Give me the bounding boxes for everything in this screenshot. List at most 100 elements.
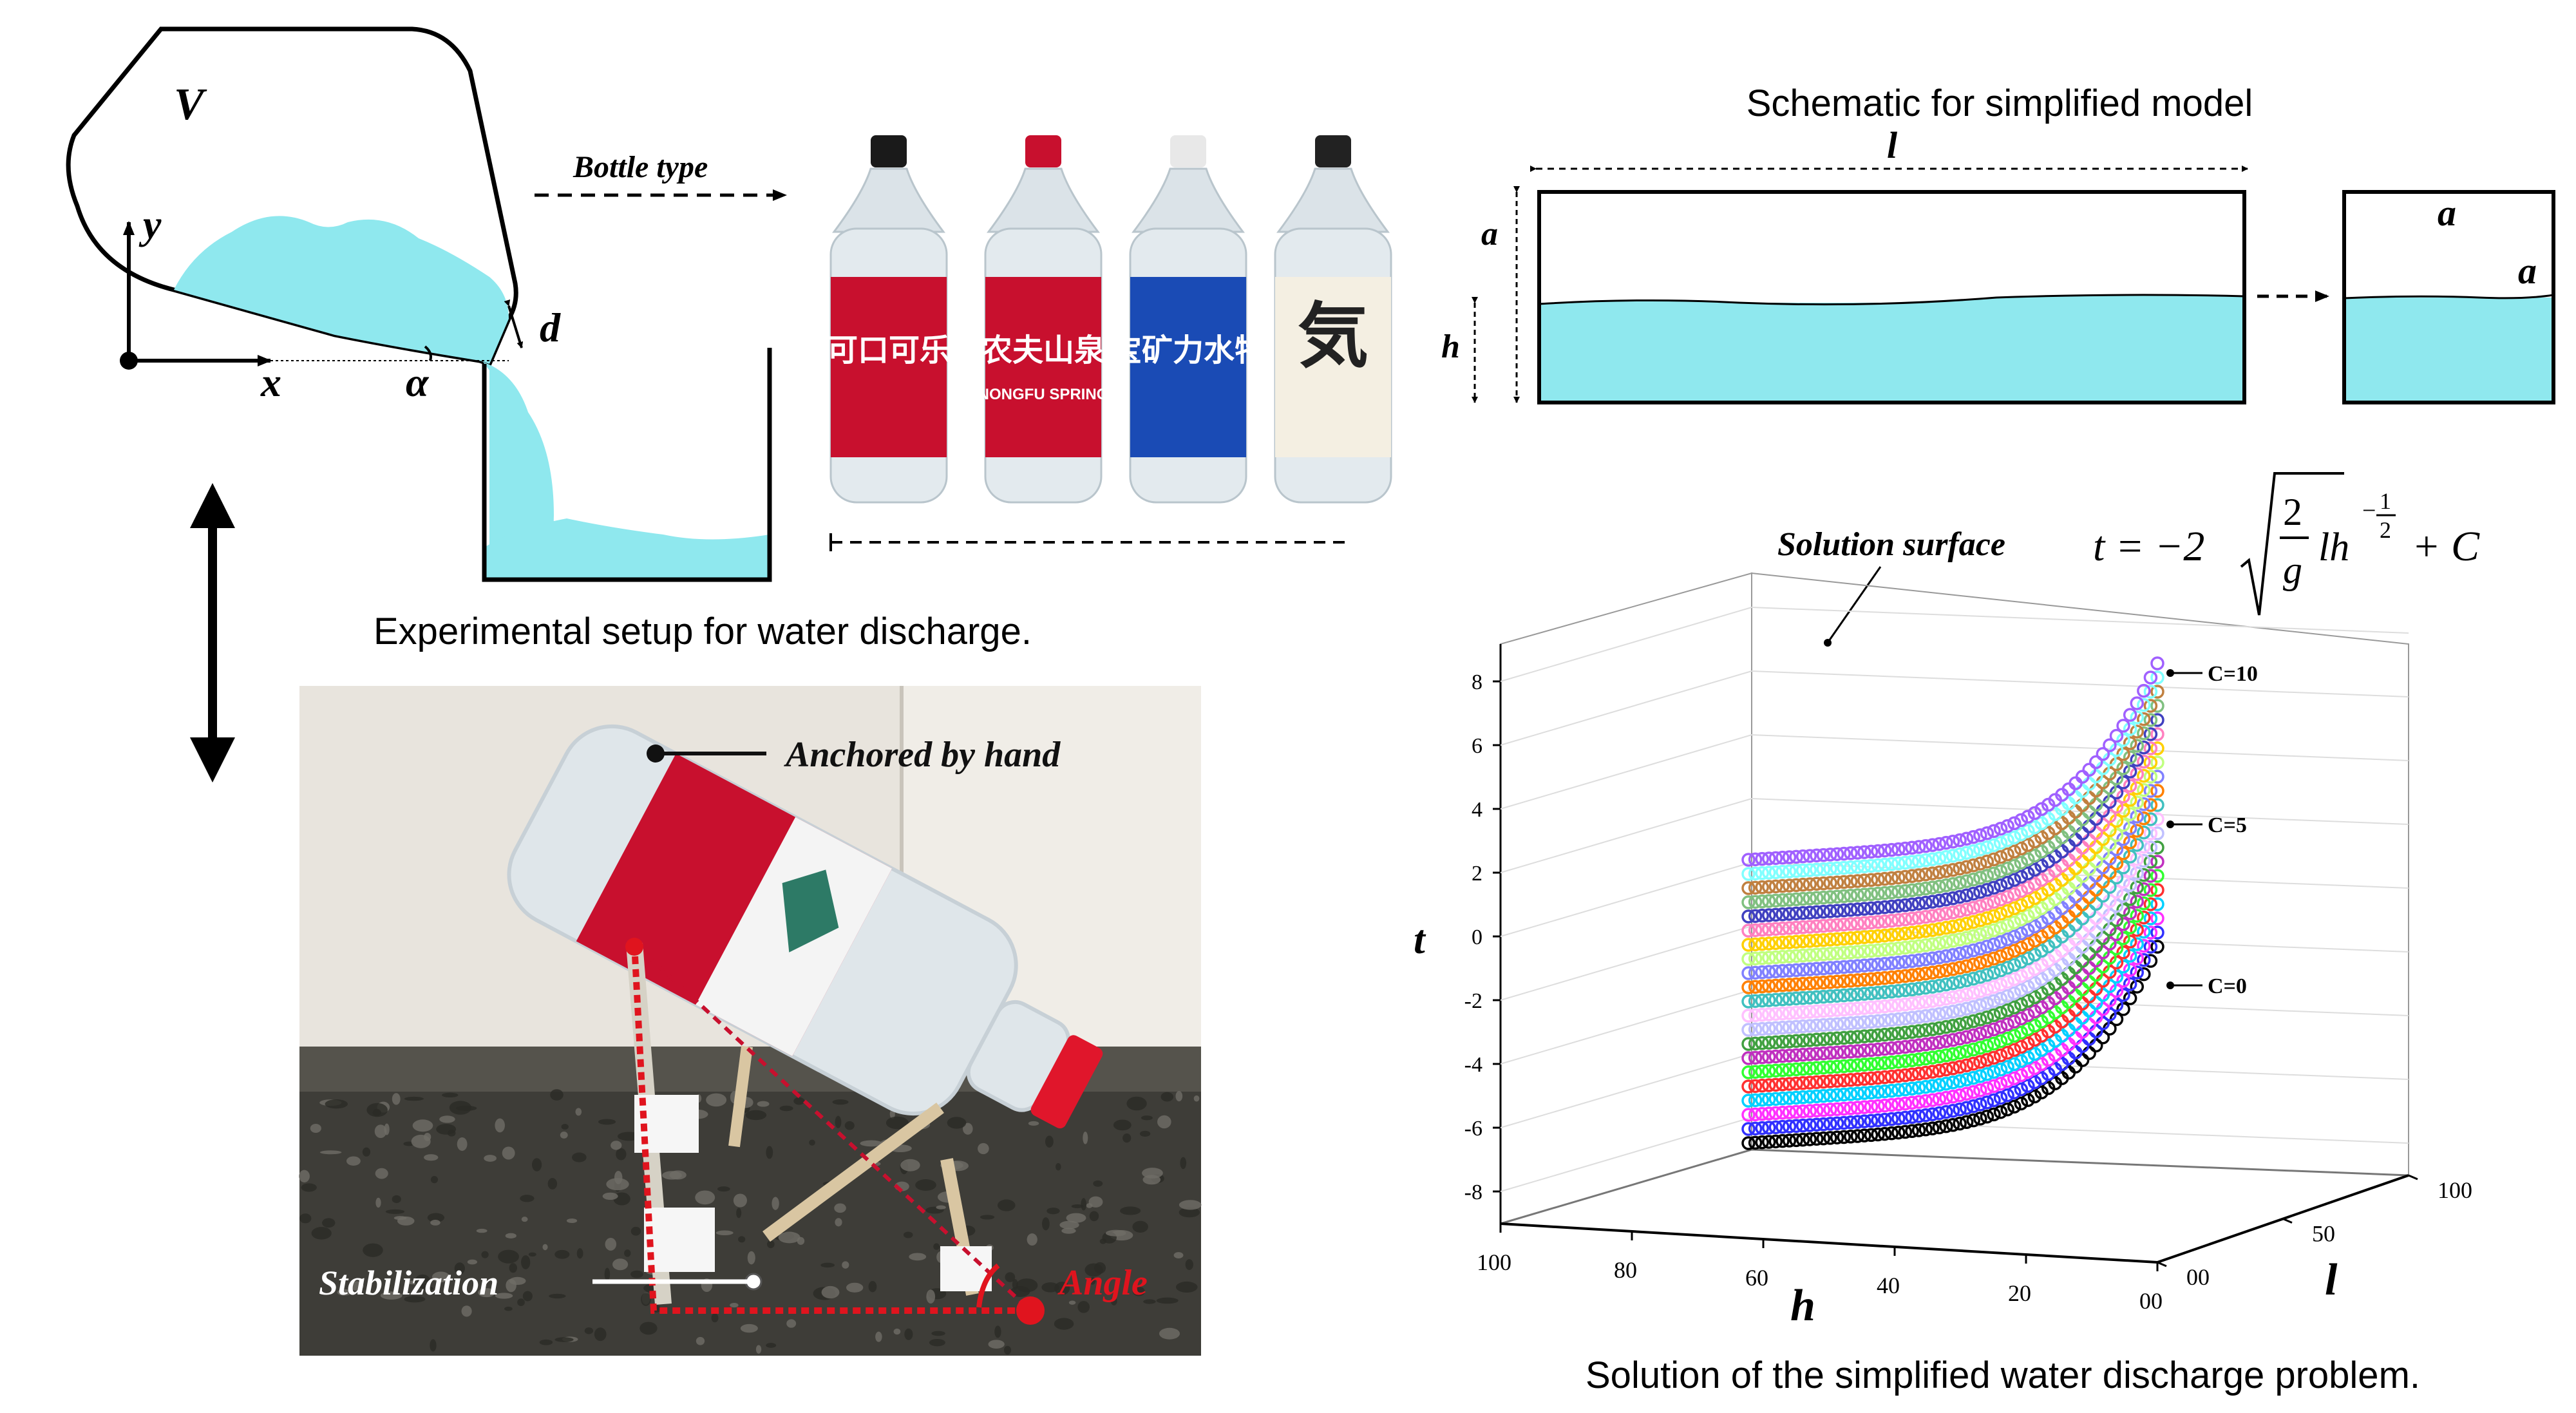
curve-point [1905, 996, 1919, 1011]
bottle-label [985, 277, 1101, 457]
curve-point [1844, 1115, 1858, 1130]
curve-point [1871, 1014, 1885, 1029]
curve-point [1993, 821, 2008, 836]
curve-point [1871, 985, 1885, 1000]
h-tick-label: 100 [1477, 1249, 1511, 1275]
curve-point [1993, 906, 2008, 921]
curve-point [1803, 920, 1817, 934]
annotation-label: C=0 [2208, 974, 2247, 998]
curve-point [1823, 975, 1837, 989]
curve-point [1857, 1029, 1871, 1043]
curve-point [1946, 834, 1960, 849]
curve-point [1939, 1005, 1953, 1020]
curve-point [2137, 726, 2151, 741]
bottle-neck [987, 167, 1100, 233]
curve-point [1755, 1121, 1769, 1135]
curve-point [1850, 973, 1865, 987]
curve-point [1898, 1124, 1913, 1139]
curve-point [1891, 1111, 1906, 1126]
curve-point [1953, 960, 1967, 975]
formula: t = −2 2 g lh − 1 2 + C [2093, 472, 2480, 616]
curve-point [1768, 1092, 1783, 1106]
curve-point [2123, 934, 2137, 949]
curve-point [2007, 1085, 2022, 1100]
curve-point [2143, 925, 2158, 940]
curve-point [1959, 1016, 1974, 1030]
curve-point [1789, 920, 1803, 935]
curve-point [1768, 1063, 1783, 1078]
curve-point [1803, 976, 1817, 991]
curve-point [1891, 1068, 1906, 1083]
curve-point [1932, 1021, 1947, 1036]
curve-point [2116, 988, 2130, 1002]
curve-point [1857, 902, 1871, 916]
curve-point [1918, 853, 1933, 868]
stabilization-label: Stabilization [319, 1264, 498, 1302]
curve-point [1789, 906, 1803, 921]
curve-point [1741, 952, 1756, 966]
curve-point [1816, 1074, 1831, 1089]
curve-point [1926, 1036, 1940, 1050]
curve-point [1932, 851, 1947, 866]
curve-point [1810, 1075, 1824, 1090]
curve-point [1857, 1043, 1871, 1057]
curve-point [1857, 859, 1871, 873]
container-outline [482, 348, 772, 582]
curve-point [2116, 945, 2130, 960]
curve-point [1953, 1017, 1967, 1032]
curve-point [2123, 906, 2137, 920]
curve-point [1905, 1039, 1919, 1054]
curve-point [1789, 892, 1803, 907]
bottle-brand-text: 宝矿力水特 [1111, 332, 1265, 368]
curve-point [1966, 1099, 1980, 1114]
curve-point [1795, 991, 1810, 1005]
curve-point [2000, 1074, 2014, 1088]
curve-point [1884, 1012, 1899, 1027]
curve-point [1884, 1083, 1899, 1098]
curve-point [1877, 942, 1892, 957]
curve-point [1864, 1099, 1879, 1114]
curve-point [1857, 1086, 1871, 1100]
curve-point [1953, 1031, 1967, 1046]
curve-point [1782, 1091, 1797, 1105]
curve-point [1926, 1093, 1940, 1107]
curve-point [1857, 887, 1871, 902]
curve-point [1987, 1079, 2001, 1094]
curve-point [1946, 1075, 1960, 1090]
curve-point [1898, 1011, 1913, 1026]
curve-point [1830, 932, 1844, 946]
curve-point [2027, 905, 2042, 920]
curve-point [2075, 911, 2090, 925]
curve-point [1939, 963, 1953, 978]
curve-point [1810, 1089, 1824, 1104]
curve-point [2123, 963, 2137, 977]
curve-point [1823, 876, 1837, 890]
curve-point [1926, 895, 1940, 909]
curve-point [1741, 1094, 1756, 1108]
curve-point [1844, 1086, 1858, 1101]
curve-point [2143, 755, 2158, 770]
curve-point [1768, 1021, 1783, 1036]
curve-point [1755, 1078, 1769, 1093]
curve-point [2137, 768, 2151, 783]
curve-point [1871, 1099, 1885, 1114]
curve-point [1803, 991, 1817, 1005]
curve-point [1748, 1121, 1763, 1136]
curve-point [1776, 949, 1790, 964]
curve-point [2130, 753, 2144, 767]
curve-point [2014, 997, 2029, 1012]
curve-point [1946, 877, 1960, 891]
curve-point [2130, 725, 2144, 739]
curve-point [2137, 697, 2151, 712]
curve-point [2137, 910, 2151, 925]
curve-point [1844, 931, 1858, 945]
curve-point [1795, 891, 1810, 906]
curve-point [1905, 840, 1919, 855]
bottle-photo-1: 可口可乐 [827, 135, 951, 504]
curve-point [1918, 1051, 1933, 1066]
curve-point [1844, 973, 1858, 988]
curve-point [1741, 1136, 1756, 1150]
curve-point [1768, 907, 1783, 922]
curve-point [2000, 861, 2014, 876]
